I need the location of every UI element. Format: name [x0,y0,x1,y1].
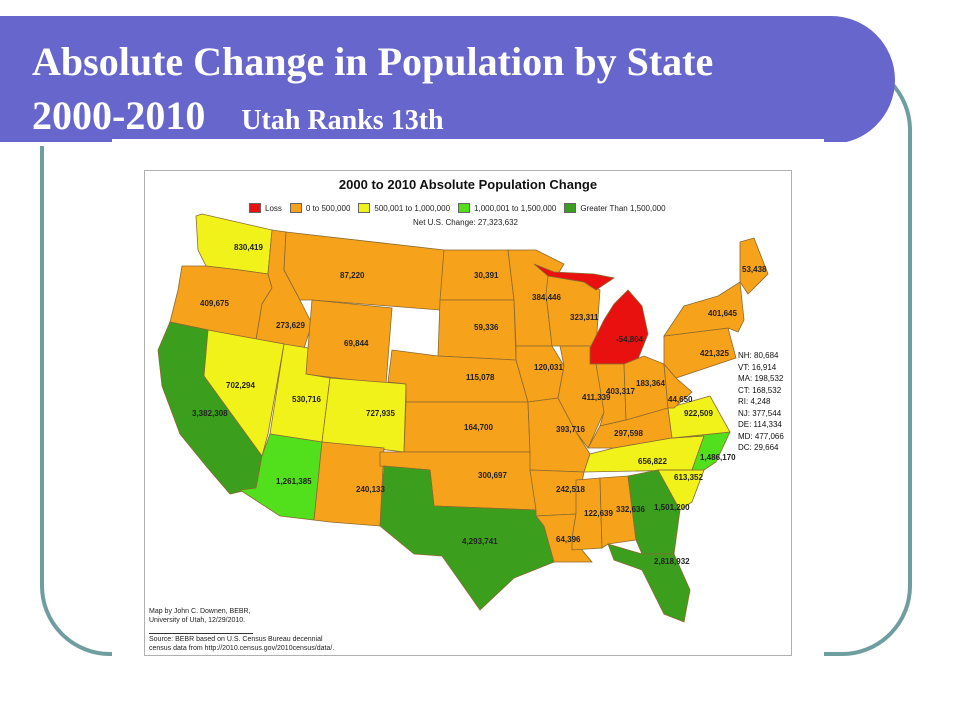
title-banner: Absolute Change in Population by State 2… [0,16,895,146]
credit-line: University of Utah, 12/29/2010. [149,617,246,624]
slide-title: Absolute Change in Population by State [32,39,714,84]
state-value-label-ky: 297,598 [614,429,643,438]
state-shape-nm [313,441,385,527]
state-value-label-az: 1,261,385 [276,477,312,486]
state-shape-ny [663,281,745,337]
state-value-label-ut: 530,716 [292,395,321,404]
state-value-label-ia: 120,031 [534,363,563,372]
state-shape-tx [379,465,555,611]
legend-item-500k-1m: 500,001 to 1,000,000 [358,203,450,213]
legend-label: Loss [265,203,282,213]
state-value-label-or: 409,675 [200,299,229,308]
state-value-label-ok: 300,697 [478,471,507,480]
state-value-label-nm: 240,133 [356,485,385,494]
state-value-label-va: 922,509 [684,409,713,418]
legend-swatch [458,203,471,213]
small-state-value: DE: 114,334 [738,420,782,429]
state-value-label-ms: 122,639 [584,509,613,518]
state-value-label-sc: 613,352 [674,473,703,482]
small-state-value: VT: 16,914 [738,362,777,372]
state-value-label-il: 411,339 [582,393,611,402]
legend-item-0-500k: 0 to 500,000 [289,203,351,213]
slide-title-line2: 2000-2010 Utah Ranks 13th [32,92,444,139]
state-shape-nc [658,431,731,471]
state-value-label-wv: 44,650 [668,395,693,404]
state-value-label-ga: 1,501,200 [654,503,690,512]
legend-swatch [358,203,371,213]
state-shape-fl [607,543,691,623]
state-value-label-nd: 30,391 [474,271,499,280]
small-state-value: MA: 198,532 [738,374,784,383]
state-value-label-ca: 3,382,308 [192,409,228,418]
small-states-list: NH: 80,684 VT: 16,914 MA: 198,532 CT: 16… [738,350,784,454]
state-value-label-ar: 242,518 [556,485,585,494]
legend-swatch [564,203,577,213]
legend-item-1m-1.5m: 1,000,001 to 1,500,000 [458,203,556,213]
small-state-value: NJ: 377,544 [738,408,782,418]
state-value-label-wa: 830,419 [234,243,263,252]
map-title: 2000 to 2010 Absolute Population Change [338,177,598,192]
state-value-label-tn: 656,822 [638,457,667,466]
state-value-label-mt: 87,220 [340,271,365,280]
map-legend: Loss 0 to 500,000 500,001 to 1,000,000 1… [249,203,666,213]
state-value-label-tx: 4,293,741 [462,537,498,546]
state-value-label-nc: 1,486,170 [700,453,736,462]
small-state-value: DC: 29,664 [738,443,779,452]
state-shape-nv [203,329,285,457]
credit-line: Map by John C. Downen, BEBR, [149,608,251,615]
legend-label: 0 to 500,000 [305,203,351,213]
state-value-label-fl: 2,818,932 [654,557,690,566]
small-state-value: CT: 168,532 [738,385,782,395]
title-subtitle: Utah Ranks 13th [241,105,444,136]
state-value-label-al: 332,636 [616,505,645,514]
state-value-label-ny: 401,645 [708,309,737,318]
state-value-label-ks: 164,700 [464,423,493,432]
state-value-label-in: 403,317 [606,387,635,396]
source-line: census data from http://2010.census.gov/… [149,645,335,652]
state-value-label-wy: 69,844 [344,339,369,348]
state-value-label-sd: 59,336 [474,323,499,332]
title-year: 2000-2010 [32,93,206,138]
state-shape-va [667,395,731,439]
state-value-label-me: 53,438 [742,265,767,274]
legend-swatch [289,203,302,213]
small-state-value: NH: 80,684 [738,351,779,360]
source-line: Source: BEBR based on U.S. Census Bureau… [149,636,323,643]
state-value-label-mo: 393,716 [556,425,585,434]
state-value-label-la: 64,396 [556,535,581,544]
legend-label: 500,001 to 1,000,000 [374,203,451,213]
map-credit: Map by John C. Downen, BEBR, University … [149,607,251,625]
state-value-label-wi: 323,311 [570,313,599,322]
state-value-label-mn: 384,446 [532,293,561,302]
state-shape-me [739,237,769,295]
map-source: Source: BEBR based on U.S. Census Bureau… [149,635,334,653]
state-value-label-mi: -54,804 [616,335,644,344]
legend-item-over-1.5m: Greater Than 1,500,000 [564,203,666,213]
legend-swatch [249,203,261,213]
state-value-label-ne: 115,078 [466,373,495,382]
small-state-value: MD: 477,066 [738,431,784,441]
legend-label: Greater Than 1,500,000 [580,203,666,213]
small-state-value: RI: 4,248 [738,397,771,406]
state-shape-pa [663,327,737,379]
state-value-label-nv: 702,294 [226,381,255,390]
state-value-label-id: 273,629 [276,321,305,330]
net-change-note: Net U.S. Change: 27,323,632 [413,218,518,227]
state-value-label-pa: 421,325 [700,349,729,358]
legend-label: 1,000,001 to 1,500,000 [474,203,557,213]
credit-divider [149,633,253,634]
state-value-label-co: 727,935 [366,409,395,418]
state-value-label-oh: 183,364 [636,379,665,388]
state-shape-al [599,475,637,549]
legend-item-loss: Loss [249,203,282,213]
us-map: 830,419 409,675 3,382,308 273,629 702,294 87,… [157,213,769,623]
